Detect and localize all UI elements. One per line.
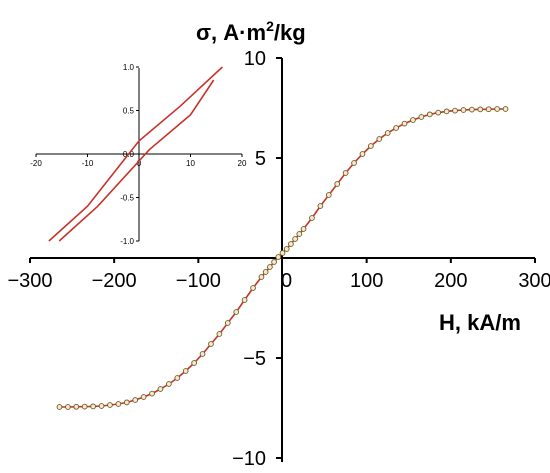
data-point: [115, 401, 122, 407]
data-point: [174, 375, 181, 381]
inset-x-tick-label: -20: [30, 159, 42, 168]
data-point: [241, 297, 248, 303]
data-point: [283, 246, 290, 252]
data-point: [166, 381, 172, 387]
inset-x-tick-label: 10: [186, 159, 195, 168]
data-point: [435, 109, 442, 116]
data-point: [410, 117, 416, 123]
data-point: [334, 181, 341, 187]
data-point: [73, 403, 80, 410]
data-point: [56, 404, 63, 410]
data-point: [262, 269, 269, 275]
inset-curves: [48, 66, 223, 242]
data-point: [452, 107, 458, 114]
data-point: [271, 259, 277, 265]
data-point: [81, 403, 88, 410]
inset-x-tick-label: 0: [137, 159, 142, 168]
x-tick-label: −100: [176, 270, 221, 292]
inset-series-line: [48, 66, 223, 242]
main-markers: [56, 106, 509, 410]
x-tick-label: 300: [518, 270, 550, 292]
data-point: [182, 368, 189, 374]
data-point: [393, 125, 399, 131]
data-point: [296, 231, 303, 237]
data-point: [288, 241, 294, 247]
x-axis-title: H, kA/m: [439, 310, 521, 335]
data-point: [216, 331, 223, 337]
data-point: [191, 360, 197, 366]
data-point: [309, 215, 315, 221]
data-point: [494, 106, 500, 112]
data-point: [351, 160, 357, 166]
y-axis-title: σ, A·m2/kg: [196, 18, 306, 45]
data-point: [376, 136, 383, 142]
data-point: [98, 403, 105, 409]
y-tick-label: 10: [244, 48, 266, 70]
y-tick-label: 5: [255, 148, 266, 170]
data-point: [292, 236, 298, 242]
inset-x-tick-label: -10: [82, 159, 94, 168]
data-point: [199, 351, 206, 357]
data-point: [224, 320, 231, 326]
y-tick-label: −5: [243, 348, 266, 370]
data-point: [208, 341, 214, 347]
inset-chart: -20 -10 0 10 20-1.0-0.50.00.51.0: [30, 63, 247, 246]
inset-y-tick-label: -1.0: [120, 237, 134, 246]
inset-y-tick-label: -0.5: [120, 194, 134, 203]
data-point: [300, 226, 307, 232]
inset-x-tick-label: 20: [238, 159, 247, 168]
inset-y-tick-label: 1.0: [123, 63, 135, 72]
data-point: [384, 130, 391, 136]
data-point: [469, 106, 475, 113]
data-point: [149, 390, 155, 397]
data-point: [140, 394, 147, 400]
data-point: [342, 170, 349, 176]
data-point: [359, 151, 366, 157]
data-point: [443, 108, 450, 115]
x-tick-label: −200: [92, 270, 137, 292]
inset-series-line: [58, 79, 215, 242]
data-point: [460, 107, 467, 113]
data-point: [368, 143, 374, 149]
inset-y-tick-label: 0.5: [123, 107, 135, 116]
data-point: [107, 402, 113, 408]
x-tick-label: 100: [350, 270, 383, 292]
data-point: [132, 397, 139, 403]
data-point: [267, 264, 273, 270]
data-point: [485, 106, 492, 113]
data-point: [502, 106, 509, 112]
data-point: [401, 120, 408, 127]
data-point: [65, 404, 71, 410]
data-point: [233, 309, 240, 315]
x-tick-label: 200: [434, 270, 467, 292]
data-point: [426, 111, 433, 118]
data-point: [275, 254, 282, 260]
data-point: [90, 403, 96, 410]
data-point: [123, 399, 130, 406]
data-point: [317, 203, 324, 209]
data-point: [250, 285, 256, 291]
x-tick-label: 0: [281, 270, 292, 292]
data-point: [418, 114, 425, 120]
data-point: [325, 192, 332, 198]
x-tick-label: −300: [7, 270, 52, 292]
data-point: [477, 106, 484, 113]
data-point: [258, 274, 265, 280]
data-point: [279, 250, 286, 256]
data-point: [157, 386, 164, 392]
y-tick-label: −10: [232, 448, 266, 470]
